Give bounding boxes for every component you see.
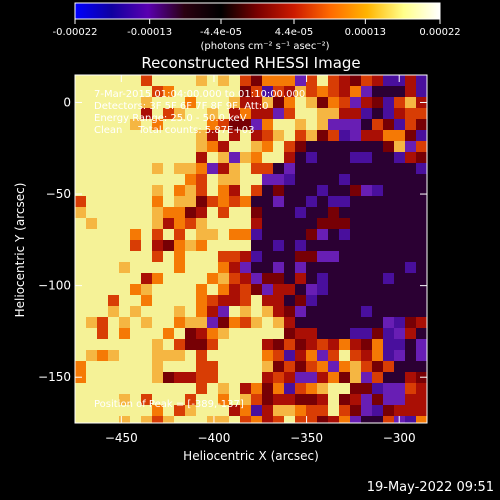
- colorbar-tick-label: 0.00013: [345, 27, 386, 38]
- annotation-energy-range: Energy Range: 25.0 - 50.0 keV: [94, 113, 247, 124]
- y-tick-label: −100: [38, 279, 71, 293]
- colorbar-tick-label: -4.4e-05: [200, 27, 242, 38]
- plot-frame: [74, 74, 428, 424]
- y-axis: 0 −50 −100 −150: [38, 95, 427, 384]
- x-tick-label: −300: [383, 431, 416, 445]
- colorbar-tick-label: -0.00013: [127, 27, 172, 38]
- x-axis-label: Heliocentric X (arcsec): [183, 449, 319, 463]
- generation-timestamp: 19-May-2022 09:51: [366, 480, 494, 495]
- x-tick-label: −450: [105, 431, 138, 445]
- annotation-time-range: 7-Mar-2015 01:04:00.000 to 01:10:00.000: [94, 89, 305, 100]
- y-tick-label: −150: [38, 370, 71, 384]
- colorbar: [74, 2, 441, 20]
- x-axis: −450 −400 −350 −300: [105, 75, 416, 445]
- y-tick-label: 0: [63, 95, 71, 109]
- heatmap-image: [75, 75, 427, 423]
- x-tick-label: −350: [290, 431, 323, 445]
- y-axis-label: Heliocentric Y (arcsec): [13, 183, 27, 318]
- colorbar-tick-label: 4.4e-05: [275, 27, 313, 38]
- colorbar-tick-label: 0.00022: [419, 27, 460, 38]
- colorbar-tick-label: -0.00022: [53, 27, 98, 38]
- annotation-detectors: Detectors: 3F 5F 6F 7F 8F 9F, Att:0: [94, 101, 269, 112]
- x-tick-label: −400: [197, 431, 230, 445]
- annotation-peak-position: Position of Peak = [-389,-137]: [94, 399, 244, 410]
- colorbar-ticks: -0.00022 -0.00013 -4.4e-05 4.4e-05 0.00013 0.…: [53, 19, 461, 38]
- annotation-clean-counts: Clean Total counts: 5.87E+03: [94, 125, 254, 136]
- colorbar-unit-label: (photons cm⁻² s⁻¹ asec⁻²): [200, 41, 329, 52]
- chart-title: Reconstructed RHESSI Image: [141, 54, 360, 72]
- y-tick-label: −50: [46, 187, 71, 201]
- annotation-block: 7-Mar-2015 01:04:00.000 to 01:10:00.000 …: [94, 89, 305, 136]
